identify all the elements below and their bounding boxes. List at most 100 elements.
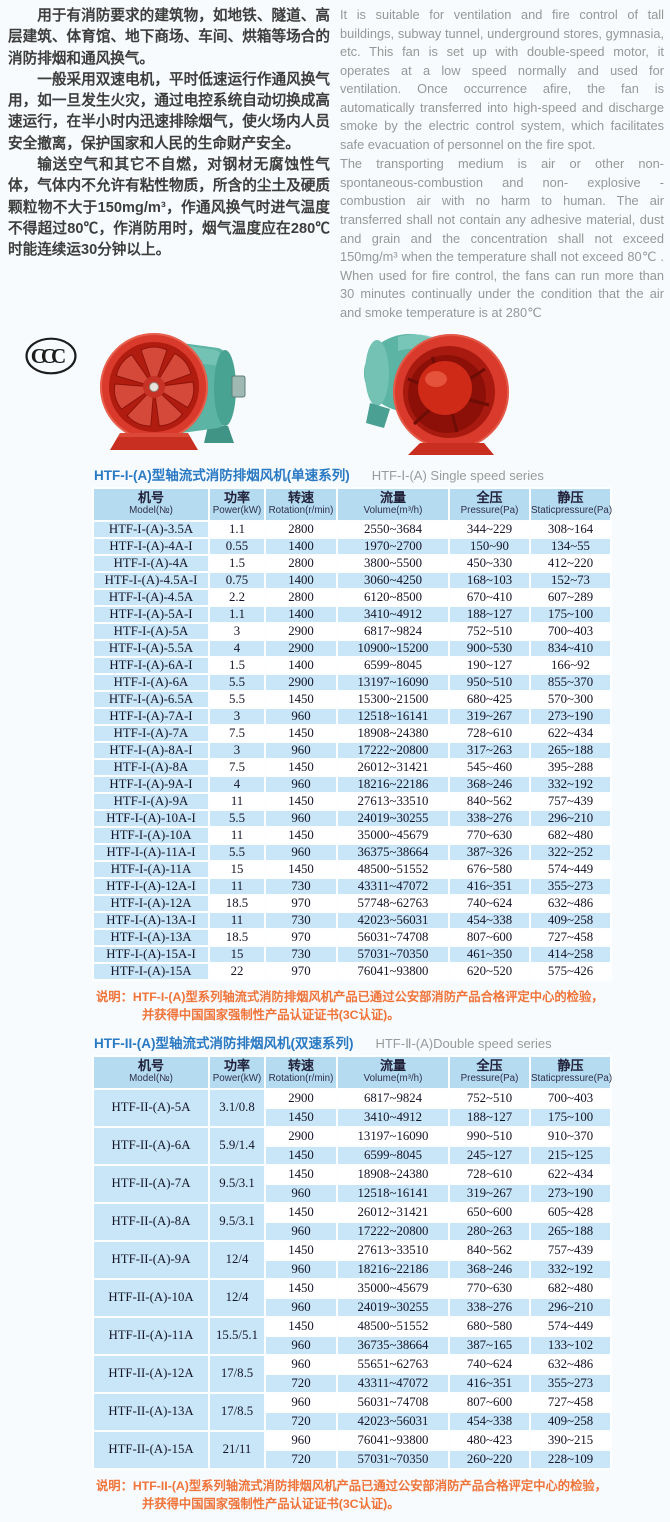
value-cell: 18216~22186: [338, 1260, 448, 1278]
value-cell: 168~103: [450, 573, 529, 588]
model-cell: HTF-II-(A)-12A: [94, 1355, 208, 1392]
value-cell: 265~188: [531, 743, 610, 758]
column-header-en: Volume(m³/h): [363, 505, 423, 517]
value-cell: 24019~30255: [338, 1298, 448, 1316]
column-header-zh: 转速: [287, 490, 314, 506]
value-cell: 10900~15200: [338, 641, 448, 656]
value-cell: 2800: [266, 556, 336, 571]
table-row: HTF-I-(A)-4A-I 0.55 1400 1970~2700 150~90 134…: [94, 539, 610, 554]
value-cell: 24019~30255: [338, 811, 448, 826]
value-cell: 757~439: [531, 794, 610, 809]
value-cell: 409~258: [531, 1412, 610, 1430]
model-cell: HTF-I-(A)-4.5A-I: [94, 573, 208, 588]
model-cell: HTF-I-(A)-3.5A: [94, 522, 208, 537]
value-cell: 1450: [266, 828, 336, 843]
value-cell: 1450: [266, 1279, 336, 1297]
value-cell: 632~486: [531, 1355, 610, 1373]
value-cell: 17222~20800: [338, 1222, 448, 1240]
value-cell: 2900: [266, 1127, 336, 1145]
value-cell: 620~520: [450, 964, 529, 979]
column-header-en: Rotation(r/min): [268, 505, 334, 517]
intro-en-paragraph-2: The transporting medium is air or other …: [340, 156, 664, 320]
value-cell: 450~330: [450, 556, 529, 571]
value-cell: 574~449: [531, 862, 610, 877]
value-cell: 134~55: [531, 539, 610, 554]
value-cell: 175~100: [531, 1108, 610, 1126]
fan-photo-outlet-view: [358, 327, 522, 461]
model-cell: HTF-I-(A)-5A-I: [94, 607, 208, 622]
table-row: HTF-II-(A)-11A 15.5/5.1 1450 48500~51552 680…: [94, 1317, 610, 1354]
value-cell: 3: [210, 743, 264, 758]
model-cell: HTF-I-(A)-4A-I: [94, 539, 208, 554]
column-header-zh: 全压: [476, 490, 503, 506]
value-cell: 5.5: [210, 675, 264, 690]
table-row: 960 36735~38664 387~165 133~102: [94, 1336, 610, 1354]
value-cell: 720: [266, 1450, 336, 1468]
value-cell: 18908~24380: [338, 726, 448, 741]
column-header-en: Rotation(r/min): [268, 1072, 334, 1084]
model-cell: HTF-II-(A)-5A: [94, 1089, 208, 1126]
value-cell: 22: [210, 964, 264, 979]
value-cell: 368~246: [450, 1260, 529, 1278]
value-cell: 2800: [266, 522, 336, 537]
value-cell: 18.5: [210, 896, 264, 911]
value-cell: 57748~62763: [338, 896, 448, 911]
value-cell: 416~351: [450, 1374, 529, 1392]
value-cell: 834~410: [531, 641, 610, 656]
single-speed-table: 机号 Model(№) 功率 Power(kW) 转速 Rotation(r/min) 流量…: [92, 487, 612, 981]
value-cell: 770~630: [450, 828, 529, 843]
double-speed-note: 说明：HTF-II-(A)型系列轴流式消防排烟风机产品已通过公安部消防产品合格评…: [96, 1477, 670, 1514]
value-cell: 3800~5500: [338, 556, 448, 571]
value-cell: 770~630: [450, 1279, 529, 1297]
value-cell: 682~480: [531, 1279, 610, 1297]
table-row: HTF-II-(A)-10A 12/4 1450 35000~45679 770~630…: [94, 1279, 610, 1316]
value-cell: 1.5: [210, 658, 264, 673]
value-cell: 36375~38664: [338, 845, 448, 860]
table-row: HTF-II-(A)-9A 12/4 1450 27613~33510 840~562 7…: [94, 1241, 610, 1278]
model-cell: HTF-II-(A)-9A: [94, 1241, 208, 1278]
single-speed-note: 说明：HTF-I-(A)型系列轴流式消防排烟风机产品已通过公安部消防产品合格评定…: [96, 988, 670, 1025]
value-cell: 57031~70350: [338, 947, 448, 962]
svg-text:C: C: [51, 344, 66, 368]
table-row: HTF-I-(A)-4A 1.5 2800 3800~5500 450~330 412~2…: [94, 556, 610, 571]
column-header-en: Staticpressure(Pa): [531, 1072, 613, 1084]
value-cell: 607~289: [531, 590, 610, 605]
column-header-zh: 机号: [137, 1057, 164, 1073]
value-cell: 0.55: [210, 539, 264, 554]
value-cell: 650~600: [450, 1203, 529, 1221]
model-cell: HTF-II-(A)-15A: [94, 1431, 208, 1468]
note-line-2: 并获得中国国家强制性产品认证证书(3C认证)。: [142, 1497, 400, 1512]
value-cell: 57031~70350: [338, 1450, 448, 1468]
model-cell: HTF-I-(A)-13A: [94, 930, 208, 945]
table-row: HTF-I-(A)-6.5A 5.5 1450 15300~21500 680~425 5…: [94, 692, 610, 707]
model-cell: HTF-I-(A)-11A-I: [94, 845, 208, 860]
power-cell: 17/8.5: [210, 1355, 264, 1392]
power-cell: 12/4: [210, 1241, 264, 1278]
value-cell: 296~210: [531, 1298, 610, 1316]
value-cell: 605~428: [531, 1203, 610, 1221]
value-cell: 1450: [266, 760, 336, 775]
value-cell: 740~624: [450, 1355, 529, 1373]
table-row: HTF-I-(A)-11A-I 5.5 960 36375~38664 387~326 3…: [94, 845, 610, 860]
value-cell: 42023~56031: [338, 913, 448, 928]
power-cell: 9.5/3.1: [210, 1203, 264, 1240]
model-cell: HTF-I-(A)-7A: [94, 726, 208, 741]
table-row: HTF-II-(A)-6A 5.9/1.4 2900 13197~16090 990~5…: [94, 1127, 610, 1164]
value-cell: 11: [210, 828, 264, 843]
value-cell: 728~610: [450, 1165, 529, 1183]
value-cell: 5.5: [210, 845, 264, 860]
value-cell: 17222~20800: [338, 743, 448, 758]
column-header-en: Model(№): [129, 1072, 173, 1084]
note-line-1: 说明：HTF-I-(A)型系列轴流式消防排烟风机产品已通过公安部消防产品合格评定…: [96, 990, 604, 1004]
column-header: 功率 Power(kW): [210, 1056, 264, 1088]
double-speed-table: 机号 Model(№) 功率 Power(kW) 转速 Rotation(r/min) 流量…: [92, 1054, 613, 1470]
value-cell: 36735~38664: [338, 1336, 448, 1354]
model-cell: HTF-I-(A)-8A-I: [94, 743, 208, 758]
value-cell: 56031~74708: [338, 930, 448, 945]
table-row: HTF-I-(A)-9A-I 4 960 18216~22186 368~246 332~…: [94, 777, 610, 792]
column-header: 功率 Power(kW): [210, 489, 264, 520]
value-cell: 26012~31421: [338, 1203, 448, 1221]
power-cell: 9.5/3.1: [210, 1165, 264, 1202]
double-speed-section: HTF-II-(A)型轴流式消防排烟风机(双速系列) HTF-Ⅱ-(A)Doub…: [0, 1032, 670, 1514]
table-row: HTF-I-(A)-15A-I 15 730 57031~70350 461~350 41…: [94, 947, 610, 962]
